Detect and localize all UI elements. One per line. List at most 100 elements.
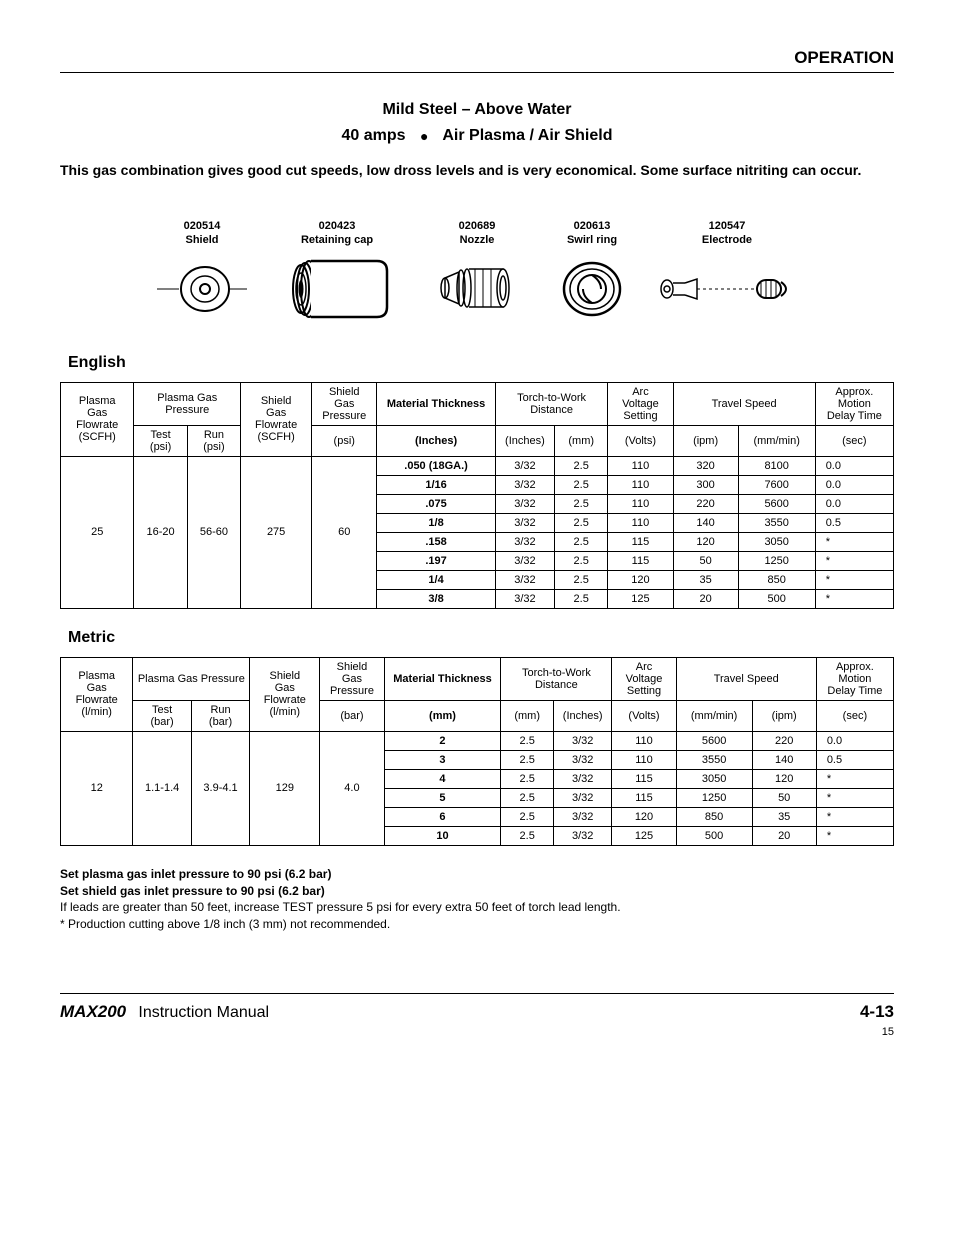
cell: 2.5 xyxy=(501,807,554,826)
cell: 110 xyxy=(608,475,673,494)
cell: 3/32 xyxy=(495,532,554,551)
footer-subpage: 15 xyxy=(60,1026,894,1038)
cell: 140 xyxy=(673,513,738,532)
cell: 125 xyxy=(608,589,673,608)
note-line: * Production cutting above 1/8 inch (3 m… xyxy=(60,916,894,933)
electrode-icon xyxy=(657,254,797,324)
cell: 110 xyxy=(612,731,676,750)
cell: 1250 xyxy=(676,788,752,807)
col-delay: Approx.MotionDelay Time xyxy=(816,657,893,700)
cell: 120 xyxy=(673,532,738,551)
subtitle-right: Air Plasma / Air Shield xyxy=(442,127,612,144)
col-plasma-flow: PlasmaGasFlowrate(l/min) xyxy=(61,657,133,731)
cell: 3550 xyxy=(676,750,752,769)
part-number: 020689 xyxy=(427,220,527,232)
cell: 8100 xyxy=(738,456,815,475)
cell: 56-60 xyxy=(187,456,240,608)
cell: 2.5 xyxy=(501,788,554,807)
cell: 1/4 xyxy=(377,570,495,589)
cell: .158 xyxy=(377,532,495,551)
page-title: Mild Steel – Above Water xyxy=(60,101,894,119)
cell: 275 xyxy=(241,456,312,608)
cell: 2 xyxy=(384,731,501,750)
header-section: OPERATION xyxy=(794,48,894,67)
cell: 115 xyxy=(608,532,673,551)
cell: 0.0 xyxy=(815,456,893,475)
part-number: 020514 xyxy=(157,220,247,232)
cell: 60 xyxy=(312,456,377,608)
cell: 20 xyxy=(752,826,816,845)
col-arc-u: (Volts) xyxy=(612,700,676,731)
part-nozzle: 020689 Nozzle xyxy=(427,220,527,324)
part-label: Shield xyxy=(157,234,247,246)
cell: 35 xyxy=(752,807,816,826)
col-mat-thk-u: (Inches) xyxy=(377,425,495,456)
intro-text: This gas combination gives good cut spee… xyxy=(60,161,894,180)
part-label: Electrode xyxy=(657,234,797,246)
cell: 3/32 xyxy=(553,826,611,845)
col-run: Run(psi) xyxy=(187,425,240,456)
english-label: English xyxy=(68,354,894,372)
cell: 50 xyxy=(752,788,816,807)
col-ttw: Torch-to-Work Distance xyxy=(495,382,608,425)
col-travel-mm: (mm/min) xyxy=(738,425,815,456)
part-number: 020613 xyxy=(557,220,627,232)
cell: 25 xyxy=(61,456,134,608)
cell: 0.0 xyxy=(815,494,893,513)
cell: 4 xyxy=(384,769,501,788)
part-retaining-cap: 020423 Retaining cap xyxy=(277,220,397,324)
col-travel-ipm: (ipm) xyxy=(752,700,816,731)
col-ttw-in: (Inches) xyxy=(553,700,611,731)
cell: 110 xyxy=(612,750,676,769)
cell: 20 xyxy=(673,589,738,608)
cell: 110 xyxy=(608,456,673,475)
cell: 3/32 xyxy=(553,807,611,826)
cell: * xyxy=(816,807,893,826)
cell: 5600 xyxy=(676,731,752,750)
col-mat-thk: Material Thickness xyxy=(384,657,501,700)
page-subtitle: 40 amps ● Air Plasma / Air Shield xyxy=(60,127,894,145)
cell: 3/32 xyxy=(495,551,554,570)
cell: * xyxy=(816,826,893,845)
cell: 115 xyxy=(612,788,676,807)
col-travel: Travel Speed xyxy=(676,657,816,700)
note-line: Set shield gas inlet pressure to 90 psi … xyxy=(60,883,894,900)
cell: 5600 xyxy=(738,494,815,513)
col-mat-thk: Material Thickness xyxy=(377,382,495,425)
cell: 3/32 xyxy=(495,570,554,589)
cell: 1250 xyxy=(738,551,815,570)
parts-row: 020514 Shield 020423 Retaining cap xyxy=(60,220,894,324)
col-run: Run(bar) xyxy=(191,700,249,731)
cell: * xyxy=(815,532,893,551)
cell: * xyxy=(816,769,893,788)
cell: 120 xyxy=(612,807,676,826)
col-travel: Travel Speed xyxy=(673,382,815,425)
cell: 850 xyxy=(738,570,815,589)
cell: 320 xyxy=(673,456,738,475)
col-mat-thk-u: (mm) xyxy=(384,700,501,731)
cell: 2.5 xyxy=(501,826,554,845)
col-shield-flow: ShieldGasFlowrate(SCFH) xyxy=(241,382,312,456)
cell: 5 xyxy=(384,788,501,807)
cell: 3/32 xyxy=(553,731,611,750)
col-plasma-press: Plasma Gas Pressure xyxy=(134,382,241,425)
cell: 4.0 xyxy=(320,731,384,845)
cell: 120 xyxy=(752,769,816,788)
col-delay: Approx.MotionDelay Time xyxy=(815,382,893,425)
cell: .075 xyxy=(377,494,495,513)
cell: 2.5 xyxy=(555,532,608,551)
cell: 115 xyxy=(608,551,673,570)
retaining-cap-icon xyxy=(277,254,397,324)
nozzle-icon xyxy=(427,254,527,324)
cell: 2.5 xyxy=(501,750,554,769)
cell: 3/32 xyxy=(495,494,554,513)
cell: .050 (18GA.) xyxy=(377,456,495,475)
col-ttw-in: (Inches) xyxy=(495,425,554,456)
part-number: 120547 xyxy=(657,220,797,232)
subtitle-left: 40 amps xyxy=(342,127,406,144)
cell: 3050 xyxy=(676,769,752,788)
cell: 0.5 xyxy=(816,750,893,769)
cell: 120 xyxy=(608,570,673,589)
cell: 110 xyxy=(608,494,673,513)
col-shield-press-u: (psi) xyxy=(312,425,377,456)
